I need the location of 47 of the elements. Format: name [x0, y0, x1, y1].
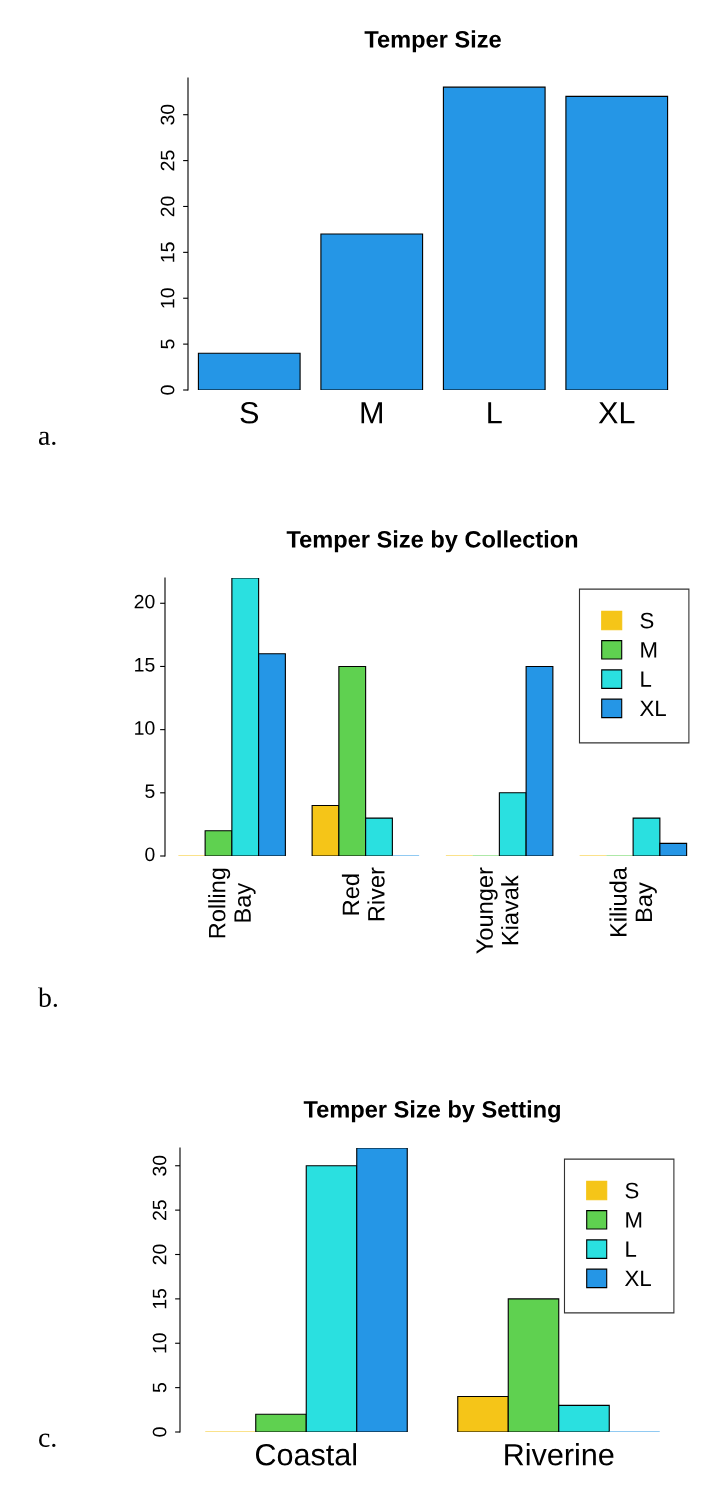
bar	[442, 86, 546, 390]
legend-label: M	[641, 642, 657, 658]
x-tick-label: Coastal	[256, 1443, 357, 1466]
x-tick-label: M	[361, 402, 382, 424]
y-tick-label: 15	[152, 1288, 167, 1309]
y-tick-label: 20	[134, 594, 155, 609]
y-tick-label: 30	[152, 1155, 167, 1176]
y-tick-label: 30	[160, 104, 175, 125]
bar	[320, 233, 424, 390]
x-tick-label: XL	[598, 402, 635, 424]
bar	[197, 352, 301, 390]
y-tick-label: 5	[160, 339, 175, 349]
x-tick-label: Riverine	[505, 1443, 614, 1466]
legend-label: XL	[639, 700, 666, 717]
legend-label: M	[626, 1212, 642, 1228]
y-tick-label: 10	[160, 288, 175, 308]
x-tick-label: Rolling Bay	[208, 868, 256, 938]
y-tick-label: 0	[145, 847, 155, 862]
y-tick-label: 15	[135, 658, 155, 672]
legend-label: L	[641, 671, 652, 687]
x-tick-label: Younger Kiavak	[476, 867, 519, 954]
y-tick-label: 25	[152, 1200, 167, 1220]
y-tick-label: 0	[160, 385, 175, 395]
x-tick-label: S	[240, 401, 259, 424]
y-tick-label: 0	[152, 1427, 167, 1437]
text: a.	[38, 431, 56, 446]
legend-label: L	[626, 1241, 637, 1257]
bar	[565, 95, 669, 390]
text: b.	[38, 987, 57, 1008]
x-tick-label: Kiliuda Bay	[609, 867, 657, 937]
legend-label: S	[640, 612, 654, 629]
chart-title: Temper Size by Collection	[286, 530, 578, 553]
chart-title: Temper Size by Setting	[303, 1100, 560, 1123]
y-tick-label: 15	[160, 242, 175, 262]
y-tick-label: 10	[135, 721, 155, 735]
y-tick-label: 20	[160, 196, 175, 217]
legend-label: XL	[624, 1270, 651, 1287]
y-tick-label: 5	[145, 784, 155, 799]
x-tick-label: Red River	[341, 867, 385, 921]
y-tick-label: 5	[152, 1383, 167, 1393]
y-tick-label: 25	[160, 150, 175, 171]
y-tick-label: 10	[152, 1333, 167, 1353]
y-tick-label: 20	[152, 1244, 167, 1265]
legend-label: S	[625, 1182, 639, 1199]
text: c.	[39, 1433, 56, 1448]
x-tick-label: L	[488, 402, 502, 424]
chart-title: Temper Size	[364, 30, 501, 53]
